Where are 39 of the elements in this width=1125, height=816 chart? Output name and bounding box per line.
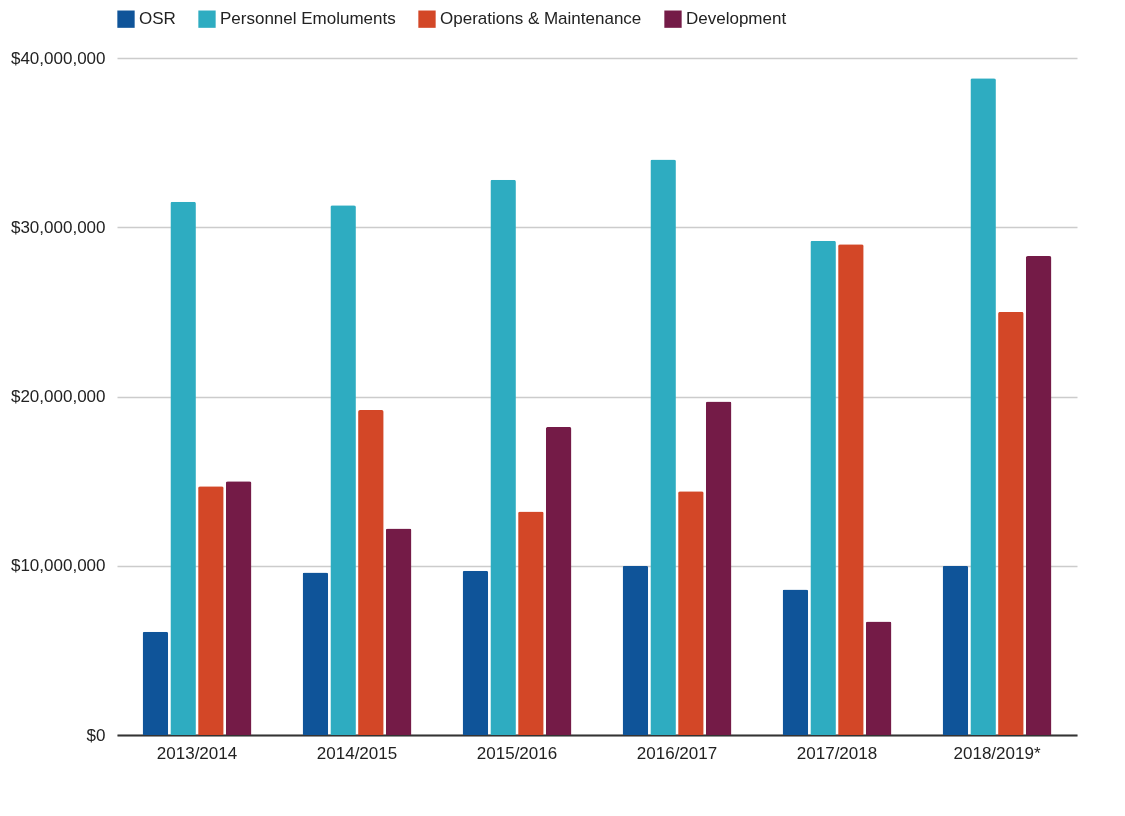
legend-label: Operations & Maintenance	[440, 9, 642, 29]
bar	[225, 481, 252, 735]
bar	[518, 511, 544, 735]
bar	[810, 240, 836, 735]
y-tick-label: $20,000,000	[10, 387, 106, 406]
x-tick-label: 2015/2016	[476, 743, 558, 763]
bar	[838, 244, 864, 735]
bar	[330, 205, 356, 735]
bar	[1025, 256, 1052, 735]
bar	[705, 401, 732, 735]
bar	[865, 621, 892, 735]
legend-label: Personnel Emoluments	[220, 9, 396, 29]
bar	[170, 201, 196, 735]
bar	[385, 528, 412, 735]
bar	[622, 565, 649, 735]
bar	[198, 486, 224, 735]
bar	[678, 491, 704, 735]
legend-label: Development	[686, 9, 787, 29]
bar	[358, 410, 384, 735]
bar	[650, 159, 676, 735]
x-tick-label: 2018/2019*	[953, 743, 1041, 763]
y-tick-label: $0	[86, 725, 106, 745]
bar	[942, 565, 969, 735]
x-tick-label: 2013/2014	[156, 743, 238, 763]
bar	[142, 631, 169, 735]
bar	[545, 426, 572, 735]
x-tick-label: 2016/2017	[636, 743, 718, 763]
y-tick-label: $40,000,000	[10, 48, 106, 68]
y-tick-label: $30,000,000	[10, 217, 106, 237]
x-tick-label: 2014/2015	[316, 743, 398, 763]
bar	[302, 572, 329, 735]
bar	[462, 570, 489, 735]
bar	[782, 589, 809, 735]
legend-label: OSR	[139, 9, 176, 29]
y-tick-label: $10,000,000	[10, 556, 106, 576]
bar	[970, 78, 996, 735]
bar	[998, 311, 1024, 735]
bar	[490, 179, 516, 735]
x-tick-label: 2017/2018	[796, 743, 878, 763]
